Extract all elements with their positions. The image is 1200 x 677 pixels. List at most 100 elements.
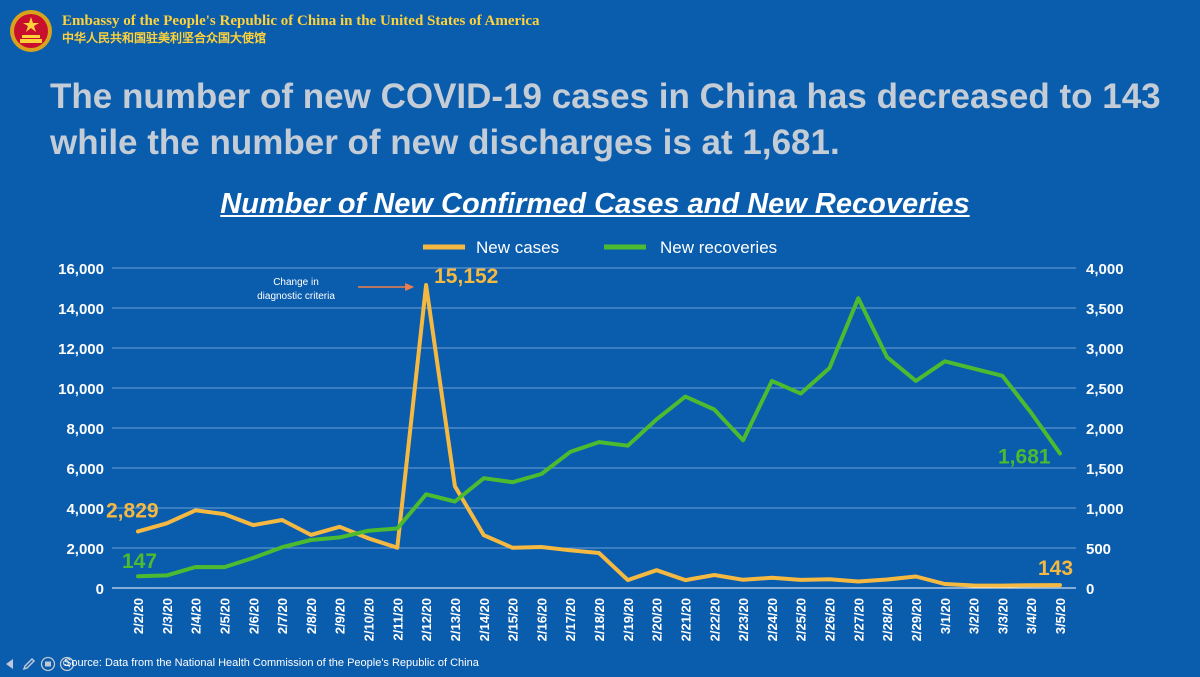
new-cases-point bbox=[712, 573, 716, 577]
annotation-text-line2: diagnostic criteria bbox=[257, 291, 335, 302]
new-cases-point bbox=[280, 518, 284, 522]
x-axis-tick-label: 2/14/20 bbox=[477, 598, 492, 641]
new-recoveries-point bbox=[424, 492, 428, 496]
new-recoveries-point bbox=[683, 395, 687, 399]
x-axis-tick-label: 2/24/20 bbox=[765, 598, 780, 641]
new-cases-point bbox=[597, 551, 601, 555]
left-axis-tick-label: 0 bbox=[96, 581, 104, 598]
right-axis-tick-label: 1,500 bbox=[1086, 461, 1124, 478]
zoom-icon[interactable] bbox=[59, 656, 75, 672]
new-recoveries-point bbox=[1058, 452, 1062, 456]
x-axis-tick-label: 2/20/20 bbox=[650, 598, 665, 641]
slides-icon[interactable] bbox=[40, 656, 56, 672]
new-cases-point bbox=[482, 533, 486, 537]
line-chart: 0 0 2,000 500 4,000 1,000 6,000 1,500 8,000 2,000… bbox=[58, 238, 1124, 641]
slide-nav-controls[interactable] bbox=[2, 656, 75, 672]
legend-label-new-cases: New cases bbox=[476, 238, 559, 257]
new-recoveries-point bbox=[885, 355, 889, 359]
new-recoveries-point bbox=[482, 476, 486, 480]
x-axis-tick-label: 2/21/20 bbox=[678, 598, 693, 641]
left-axis-tick-label: 16,000 bbox=[58, 261, 104, 278]
new-cases-point bbox=[367, 536, 370, 540]
new-cases-point bbox=[770, 576, 774, 580]
left-axis-tick-label: 2,000 bbox=[66, 541, 104, 558]
x-axis-tick-label: 2/3/20 bbox=[160, 598, 175, 634]
new-recoveries-point bbox=[828, 366, 831, 370]
right-axis-tick-label: 3,000 bbox=[1086, 341, 1124, 358]
x-axis-tick-label: 2/6/20 bbox=[246, 598, 261, 634]
new-cases-point bbox=[741, 578, 745, 582]
new-cases-point bbox=[1029, 583, 1033, 587]
left-axis-tick-label: 14,000 bbox=[58, 301, 104, 318]
x-axis-tick-label: 2/28/20 bbox=[880, 598, 895, 641]
new-recoveries-point bbox=[568, 450, 572, 454]
new-recoveries-point bbox=[972, 367, 976, 371]
data-label: 15,152 bbox=[434, 265, 498, 288]
right-axis-tick-label: 2,500 bbox=[1086, 381, 1124, 398]
new-recoveries-point bbox=[338, 535, 342, 539]
new-cases-line bbox=[136, 283, 1062, 588]
x-axis-tick-label: 2/23/20 bbox=[736, 598, 751, 641]
data-label: 143 bbox=[1038, 557, 1073, 580]
new-cases-point bbox=[338, 525, 342, 529]
x-axis-tick-label: 2/13/20 bbox=[448, 598, 463, 641]
embassy-name-english: Embassy of the People's Republic of Chin… bbox=[62, 13, 540, 29]
new-cases-point bbox=[856, 579, 860, 583]
new-cases-point bbox=[655, 568, 659, 572]
new-cases-point bbox=[1058, 583, 1062, 587]
x-axis-tick-label: 2/11/20 bbox=[390, 598, 405, 641]
right-axis-tick-label: 2,000 bbox=[1086, 421, 1124, 438]
x-axis-tick-label: 2/22/20 bbox=[707, 598, 722, 641]
previous-arrow-icon[interactable] bbox=[2, 656, 18, 672]
new-cases-point bbox=[539, 545, 543, 549]
right-axis-tick-label: 4,000 bbox=[1086, 261, 1124, 278]
x-axis-tick-label: 2/29/20 bbox=[909, 598, 924, 641]
new-cases-point bbox=[828, 577, 831, 581]
new-cases-point bbox=[424, 283, 428, 287]
new-cases-point bbox=[568, 548, 572, 552]
new-recoveries-point bbox=[943, 359, 947, 363]
x-axis-tick-label: 2/8/20 bbox=[304, 598, 319, 634]
legend-label-new-recoveries: New recoveries bbox=[660, 238, 777, 257]
new-recoveries-point bbox=[770, 379, 774, 383]
new-cases-point bbox=[626, 578, 630, 582]
embassy-name-chinese: 中华人民共和国驻美利坚合众国大使馆 bbox=[62, 31, 267, 45]
left-axis-tick-label: 8,000 bbox=[66, 421, 104, 438]
new-recoveries-point bbox=[136, 574, 140, 578]
x-axis-tick-label: 2/16/20 bbox=[534, 598, 549, 641]
national-emblem-icon bbox=[10, 10, 52, 52]
new-recoveries-point bbox=[799, 392, 803, 396]
x-axis-tick-label: 3/5/20 bbox=[1053, 598, 1068, 634]
new-recoveries-point bbox=[280, 545, 284, 549]
new-recoveries-point bbox=[597, 440, 601, 444]
data-label: 2,829 bbox=[106, 499, 159, 522]
new-recoveries-point bbox=[741, 438, 745, 442]
pen-icon[interactable] bbox=[21, 656, 37, 672]
new-recoveries-point bbox=[1029, 411, 1033, 415]
new-cases-point bbox=[309, 533, 313, 537]
annotation-arrowhead bbox=[405, 283, 415, 291]
left-axis-tick-label: 10,000 bbox=[58, 381, 104, 398]
x-axis-tick-label: 2/2/20 bbox=[131, 598, 146, 634]
x-axis-tick-label: 2/15/20 bbox=[506, 598, 521, 641]
new-cases-point bbox=[453, 484, 457, 488]
x-axis-tick-label: 2/25/20 bbox=[794, 598, 809, 641]
new-recoveries-point bbox=[1000, 374, 1004, 378]
new-recoveries-point bbox=[251, 556, 255, 560]
new-cases-point bbox=[222, 512, 226, 516]
right-axis-tick-label: 0 bbox=[1086, 581, 1094, 598]
right-axis-tick-label: 1,000 bbox=[1086, 501, 1124, 518]
new-recoveries-point bbox=[511, 480, 515, 484]
new-cases-point bbox=[395, 546, 399, 550]
data-label: 147 bbox=[122, 550, 157, 573]
right-axis-tick-label: 500 bbox=[1086, 541, 1111, 558]
new-cases-point bbox=[799, 578, 803, 582]
chart-title: Number of New Confirmed Cases and New Re… bbox=[220, 188, 970, 220]
new-cases-point bbox=[136, 529, 140, 533]
new-recoveries-point bbox=[395, 526, 399, 530]
new-cases-point bbox=[914, 575, 918, 579]
new-recoveries-point bbox=[626, 444, 630, 448]
left-axis-tick-label: 4,000 bbox=[66, 501, 104, 518]
x-axis-tick-label: 3/1/20 bbox=[938, 598, 953, 634]
new-cases-point bbox=[251, 523, 255, 527]
